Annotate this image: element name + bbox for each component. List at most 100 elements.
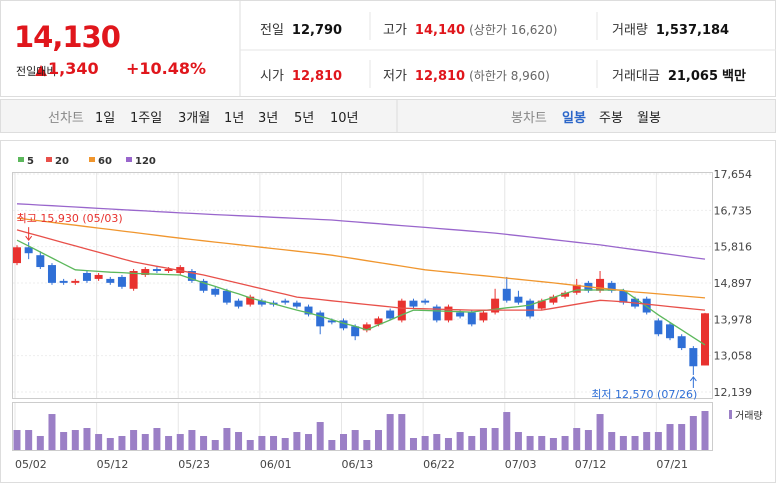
stat: 거래량 1,537,184 [612,19,729,38]
period-tab[interactable]: 1일 [95,111,116,126]
volume-bar [479,428,487,450]
volume-bar [48,414,56,450]
volume-bar [421,435,429,450]
volume-bar [573,428,581,450]
candle-body [421,300,430,303]
volume-bar [503,412,511,450]
period-tab[interactable]: 1년 [224,111,245,126]
candle-body [82,272,91,281]
candle-body [187,271,196,281]
candle-body [59,280,68,283]
candle-body [689,348,698,367]
candle-tab[interactable]: 주봉 [599,111,623,126]
stat: 저가 12,810 (하한가 8,960) [383,65,550,84]
candle-body [549,296,558,303]
candle-body [246,296,255,305]
candle-body [432,306,441,321]
y-tick-label: 13,978 [714,313,753,326]
volume-bar [526,435,534,450]
y-tick-label: 13,058 [714,350,753,363]
legend-swatch [18,157,24,162]
period-tab[interactable]: 10년 [330,111,359,126]
candle-body [316,312,325,327]
volume-bar [538,435,546,450]
moving-average-line [16,203,706,260]
x-tick-label: 06/22 [423,458,455,471]
stat-label: 시가 [260,69,284,84]
volume-bar [374,430,382,450]
tab-label: 선차트 [48,111,84,126]
candle-body [409,300,418,307]
volume-bar [60,432,68,450]
volume-bar [549,437,557,450]
volume-bar [293,432,301,450]
moving-average-line [16,229,706,311]
volume-bar [200,435,208,450]
volume-bar [153,428,161,450]
period-tab[interactable]: 3년 [258,111,279,126]
stat-unit: 백만 [722,69,746,84]
candle-body [491,298,500,313]
candle-body [327,320,336,323]
period-tab[interactable]: 5년 [294,111,315,126]
candle-body [596,278,605,291]
candle-tab[interactable]: 일봉 [562,111,586,126]
legend-swatch [126,157,132,162]
stat-note: (하한가 8,960) [469,69,550,83]
candle-body [292,302,301,307]
stat-value: 12,810 [291,69,343,84]
candle-body [397,300,406,321]
candle-body [514,296,523,303]
volume-bar [666,424,674,450]
stat: 전일 12,790 [260,19,342,38]
candle-body [36,255,45,268]
stat-label: 전일 [260,23,284,38]
volume-bar [106,437,114,450]
x-tick-label: 07/03 [505,458,537,471]
candle-tab[interactable]: 월봉 [637,111,661,126]
period-tab[interactable]: 1주일 [130,111,163,126]
volume-bar [409,437,417,450]
stat-value: 12,810 [414,69,466,84]
candle-body [71,280,80,283]
volume-bar [211,440,219,450]
period-tab[interactable]: 3개월 [178,111,211,126]
volume-bar [176,434,184,450]
candle-body [47,265,56,283]
volume-bar [619,435,627,450]
candle-body [467,312,476,325]
candle-body [619,290,628,303]
candle-body [106,278,115,283]
volume-bar [340,434,348,450]
volume-bar [398,414,406,450]
candle-body [13,247,21,264]
volume-bar [351,430,359,450]
candle-body [117,276,126,287]
candle-body [444,306,453,321]
candle-body [129,271,138,289]
candle-body [164,269,173,272]
volume-bar [363,440,371,450]
price-panel [12,172,713,399]
candle-body [339,320,348,329]
candle-body [701,313,709,366]
candle-body [234,300,243,307]
candle-body [199,280,208,291]
volume-legend-swatch [729,410,732,419]
candle-body [666,324,675,339]
candle-body [654,320,663,335]
stat-label: 거래대금 [612,69,660,84]
volume-bar [561,435,569,450]
volume-bar [83,428,91,450]
candle-body [642,298,651,313]
candle-body [479,312,488,321]
legend-label: 60 [98,156,112,167]
stat: 고가 14,140 (상한가 16,620) [383,19,557,38]
y-tick-label: 16,735 [714,204,753,217]
volume-bar [223,428,231,450]
volume-bar [95,434,103,450]
x-tick-label: 07/21 [656,458,688,471]
volume-bar [444,437,452,450]
volume-panel [12,402,713,451]
